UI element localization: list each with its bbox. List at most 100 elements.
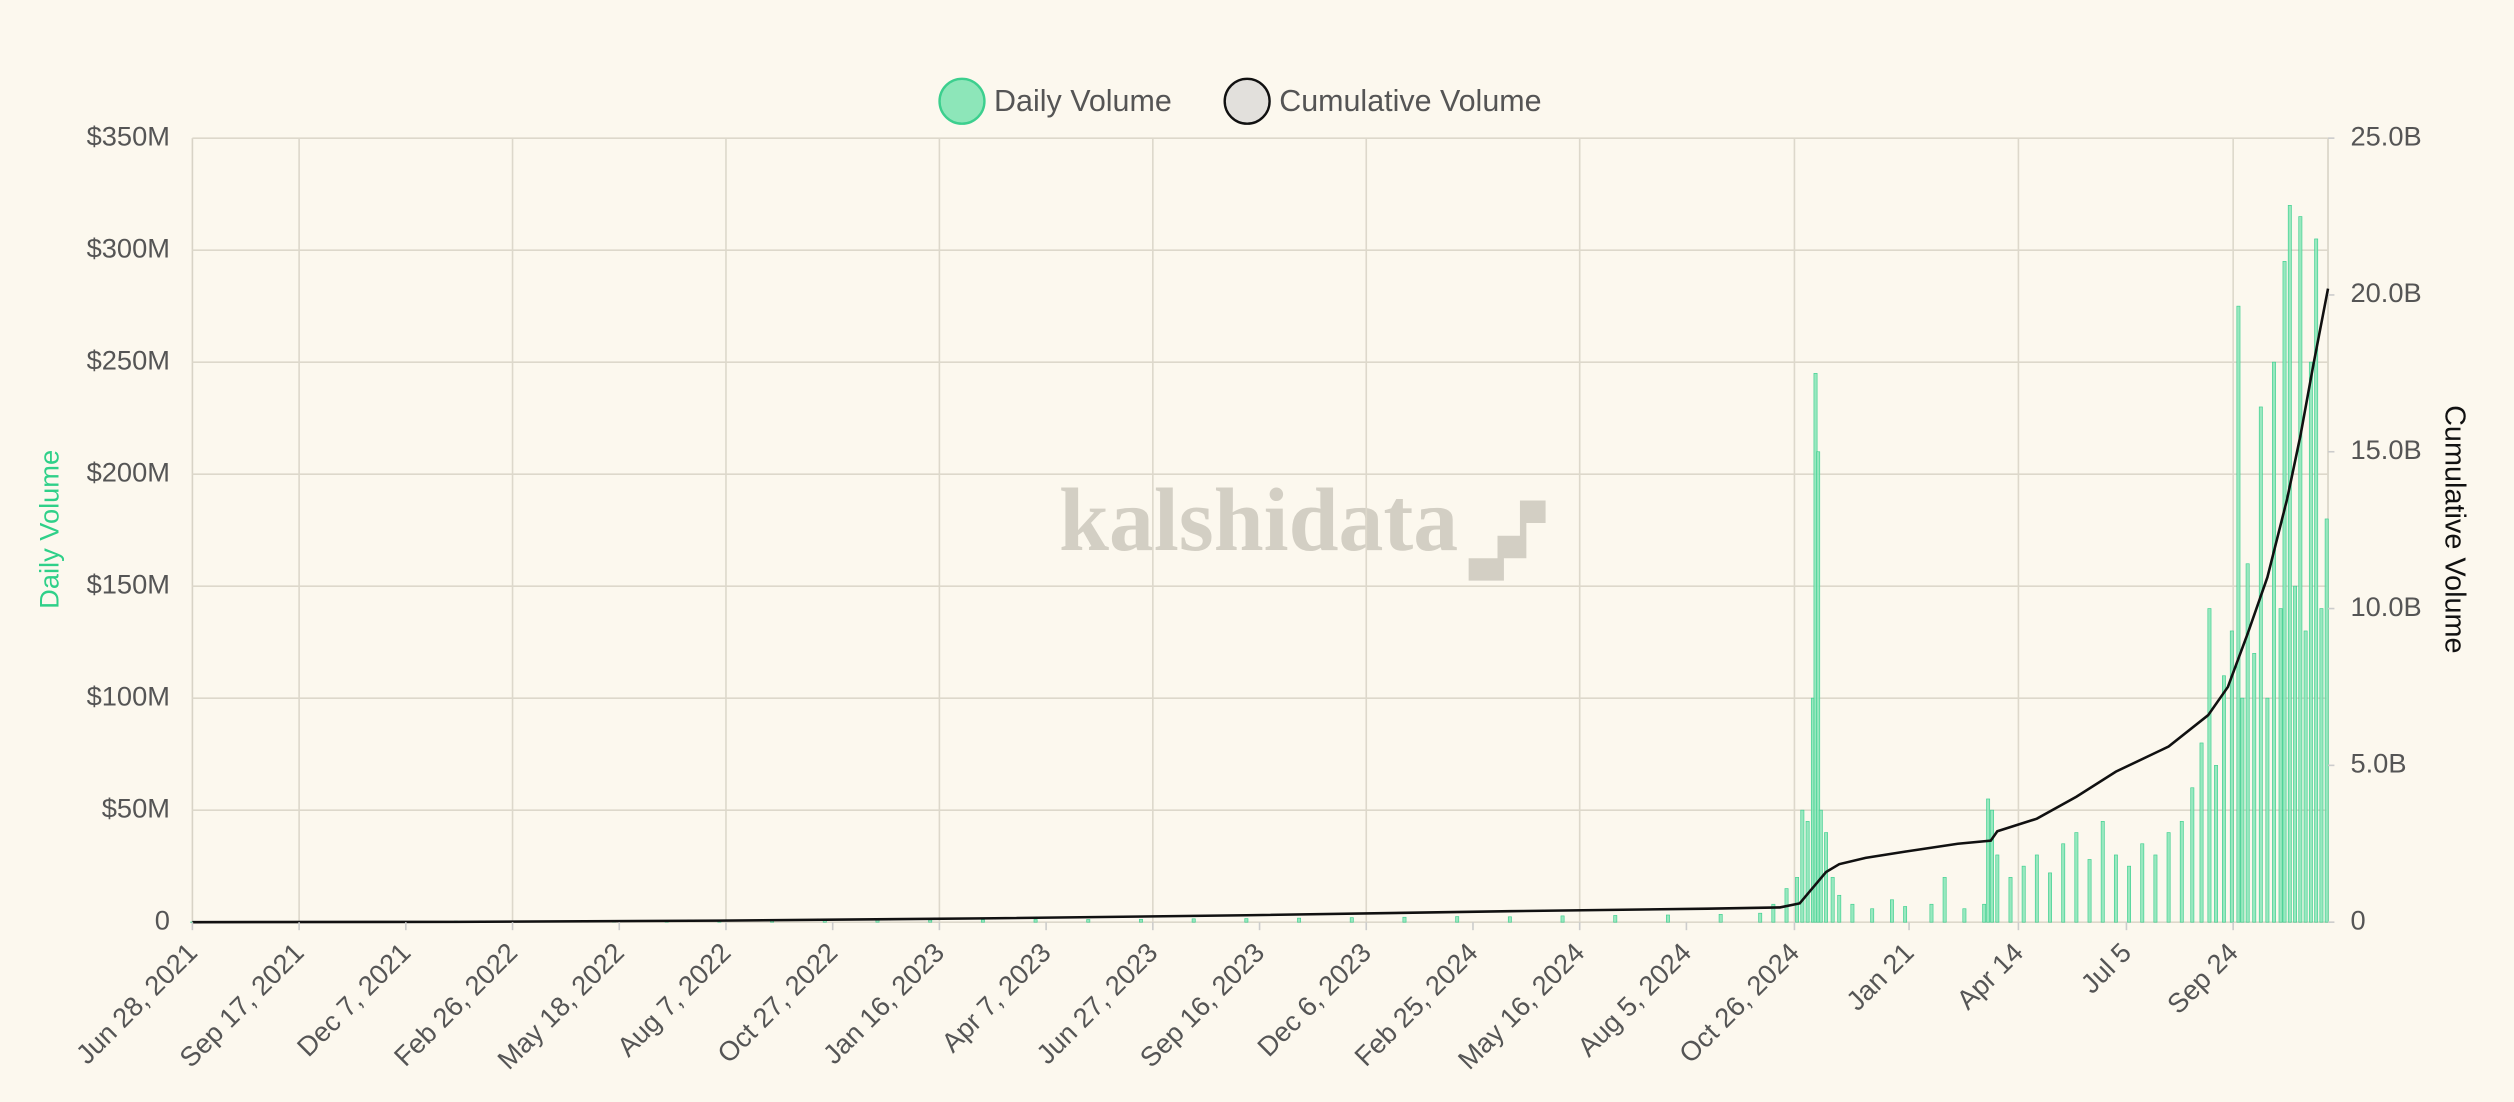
bar — [2278, 608, 2283, 923]
y2-tick-label: 20.0B — [2350, 277, 2421, 308]
y2-axis-title: Cumulative Volume — [2438, 405, 2470, 653]
bar — [1818, 809, 1823, 923]
bar — [1816, 451, 1821, 923]
bar — [1718, 914, 1723, 923]
bar — [1560, 915, 1565, 923]
bar — [1830, 877, 1835, 923]
bar — [1613, 915, 1618, 923]
bar — [2214, 765, 2218, 923]
y-tick-label: $250M — [87, 344, 170, 375]
bar — [2324, 518, 2329, 923]
grid — [191, 137, 2329, 923]
bar — [2140, 843, 2145, 923]
bar — [1805, 821, 1810, 923]
bar — [2207, 608, 2212, 923]
bar — [2179, 821, 2184, 923]
bar — [2021, 865, 2026, 923]
bar — [2008, 877, 2013, 923]
line — [192, 288, 2330, 924]
legend-swatch — [1223, 77, 1271, 125]
bar — [1507, 916, 1512, 923]
bar — [1758, 912, 1763, 923]
y-axis-title: Daily Volume — [34, 450, 65, 609]
y2-tick-label: 15.0B — [2350, 434, 2421, 465]
bar — [1771, 903, 1776, 923]
y2-tick-label: 0 — [2350, 904, 2365, 935]
bar — [2314, 238, 2319, 923]
bar — [1870, 908, 1875, 923]
bar — [2272, 361, 2276, 923]
bar — [2074, 832, 2079, 923]
y2-tick-label: 10.0B — [2350, 591, 2421, 622]
bar — [1890, 899, 1894, 923]
bar — [1455, 916, 1460, 923]
legend-label: Daily Volume — [994, 84, 1172, 118]
y2-tick-label: 25.0B — [2350, 120, 2421, 151]
bar — [2034, 854, 2039, 923]
bar — [2308, 361, 2313, 923]
y-tick-label: $300M — [87, 232, 170, 263]
bar — [2240, 697, 2245, 923]
bar — [2282, 261, 2287, 923]
bar — [2303, 630, 2308, 923]
bar — [2199, 742, 2204, 923]
bar — [2293, 585, 2298, 923]
bar — [1033, 919, 1038, 923]
bar — [1837, 894, 1842, 923]
bar — [2087, 859, 2092, 923]
bar — [1982, 903, 1987, 923]
y-tick-label: $50M — [102, 792, 170, 823]
watermark: kalshidata — [1059, 471, 1458, 570]
bar — [1349, 917, 1354, 923]
bar — [1795, 877, 1799, 923]
bar — [1986, 798, 1991, 923]
bar — [1942, 877, 1947, 923]
bar — [2319, 608, 2324, 923]
bar — [2229, 630, 2234, 923]
bar — [2127, 865, 2132, 923]
legend-swatch — [938, 77, 986, 125]
bar — [2061, 843, 2066, 923]
bar — [2265, 697, 2270, 923]
y-tick-label: $200M — [87, 456, 170, 487]
marks — [190, 205, 2330, 924]
y2-tick-label: 5.0B — [2350, 748, 2406, 779]
legend: Daily Volume Cumulative Volume — [938, 77, 1542, 125]
bar — [2166, 832, 2171, 923]
bar — [2245, 563, 2250, 923]
y-tick-label: $350M — [87, 120, 170, 151]
bar — [2287, 205, 2292, 923]
watermark-logo — [1468, 500, 1546, 581]
bar — [1297, 917, 1301, 923]
legend-label: Cumulative Volume — [1279, 84, 1541, 118]
bar — [1800, 809, 1805, 923]
bar — [980, 919, 985, 923]
bar — [2236, 305, 2241, 923]
bar — [2100, 821, 2105, 923]
bar — [1402, 916, 1407, 923]
bar — [2048, 872, 2052, 923]
bar — [2258, 406, 2263, 923]
bar — [1995, 854, 2000, 923]
bar — [1903, 906, 1908, 923]
bar — [1666, 914, 1670, 923]
y-tick-label: $100M — [87, 680, 170, 711]
bar — [2222, 675, 2226, 923]
bar — [2113, 854, 2118, 923]
y-tick-label: $150M — [87, 568, 170, 599]
bar — [1962, 908, 1967, 923]
bar — [2153, 854, 2158, 923]
bar — [1850, 903, 1855, 923]
bar — [1191, 918, 1196, 923]
y-tick-label: 0 — [155, 904, 170, 935]
bar — [1244, 918, 1249, 923]
bar — [1824, 832, 1828, 923]
bar — [928, 919, 933, 923]
bar — [2252, 653, 2257, 923]
bar — [1139, 918, 1143, 923]
bar — [1990, 809, 1994, 923]
bar — [1086, 919, 1091, 923]
bar — [1929, 903, 1934, 923]
